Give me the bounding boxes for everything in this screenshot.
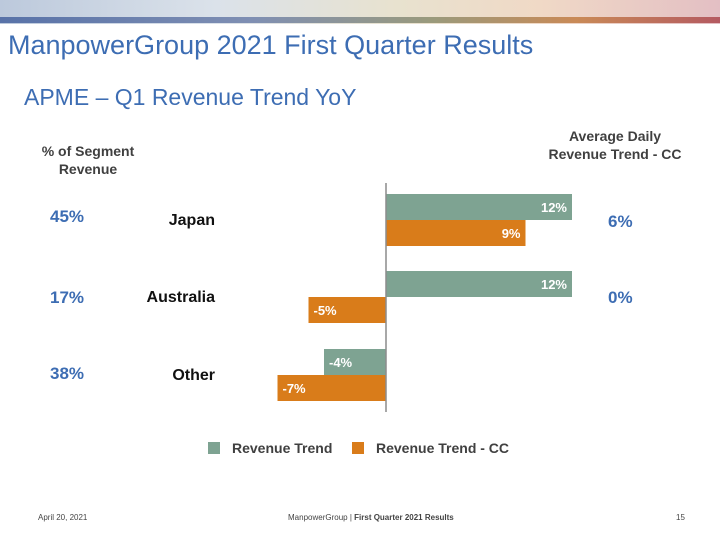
data-label-revenue-trend-cc-other: -7% [283,381,307,396]
segment-share-header-line1: % of Segment [41,143,135,159]
slide-title: ManpowerGroup 2021 First Quarter Results [8,30,534,60]
region-label-other: Other [172,367,215,384]
slide-subtitle: APME – Q1 Revenue Trend YoY [24,84,357,110]
data-label-revenue-trend-cc-japan: 9% [502,226,521,241]
region-label-japan: Japan [168,212,215,229]
adr-trend-header-line1: Average Daily [568,128,662,144]
segment-share-header-line2: Revenue [58,161,118,177]
bar-revenue-trend-australia [386,271,572,297]
adr-trend-japan: 6% [608,212,633,231]
legend-item-revenue-trend: Revenue Trend [208,440,332,456]
bar-revenue-trend-cc-australia [308,297,386,323]
bar-revenue-trend-cc-other [277,375,386,401]
region-label-australia: Australia [146,289,215,306]
segment-share-header: % of Segment Revenue [28,142,148,178]
header-accent-line [0,17,720,23]
footer-page-number: 15 [676,513,685,522]
legend-label-revenue-trend: Revenue Trend [232,440,333,456]
adr-trend-header-line2: Revenue Trend - CC [548,146,682,162]
segment-share-other: 38% [50,364,85,383]
segment-share-japan: 45% [50,207,85,226]
footer-report: ManpowerGroup | First Quarter 2021 Resul… [288,513,454,522]
data-label-revenue-trend-other: -4% [329,355,353,370]
bar-revenue-trend-japan [386,194,572,220]
bar-revenue-trend-cc-japan [386,220,526,246]
data-label-revenue-trend-cc-australia: -5% [314,303,338,318]
adr-trend-header: Average Daily Revenue Trend - CC [535,127,695,163]
legend-label-revenue-trend-cc: Revenue Trend - CC [376,440,510,456]
legend-swatch-revenue-trend [208,442,220,454]
footer-company: ManpowerGroup [288,513,348,522]
data-label-revenue-trend-japan: 12% [541,200,567,215]
footer-report-title: First Quarter 2021 Results [354,513,454,522]
data-label-revenue-trend-australia: 12% [541,277,567,292]
legend-swatch-revenue-trend-cc [352,442,364,454]
bar-revenue-trend-other [324,349,386,375]
legend-item-revenue-trend-cc: Revenue Trend - CC [352,440,509,456]
footer-date: April 20, 2021 [38,513,88,522]
footer-separator: | [349,513,352,522]
adr-trend-australia: 0% [608,288,633,307]
segment-share-australia: 17% [50,288,85,307]
